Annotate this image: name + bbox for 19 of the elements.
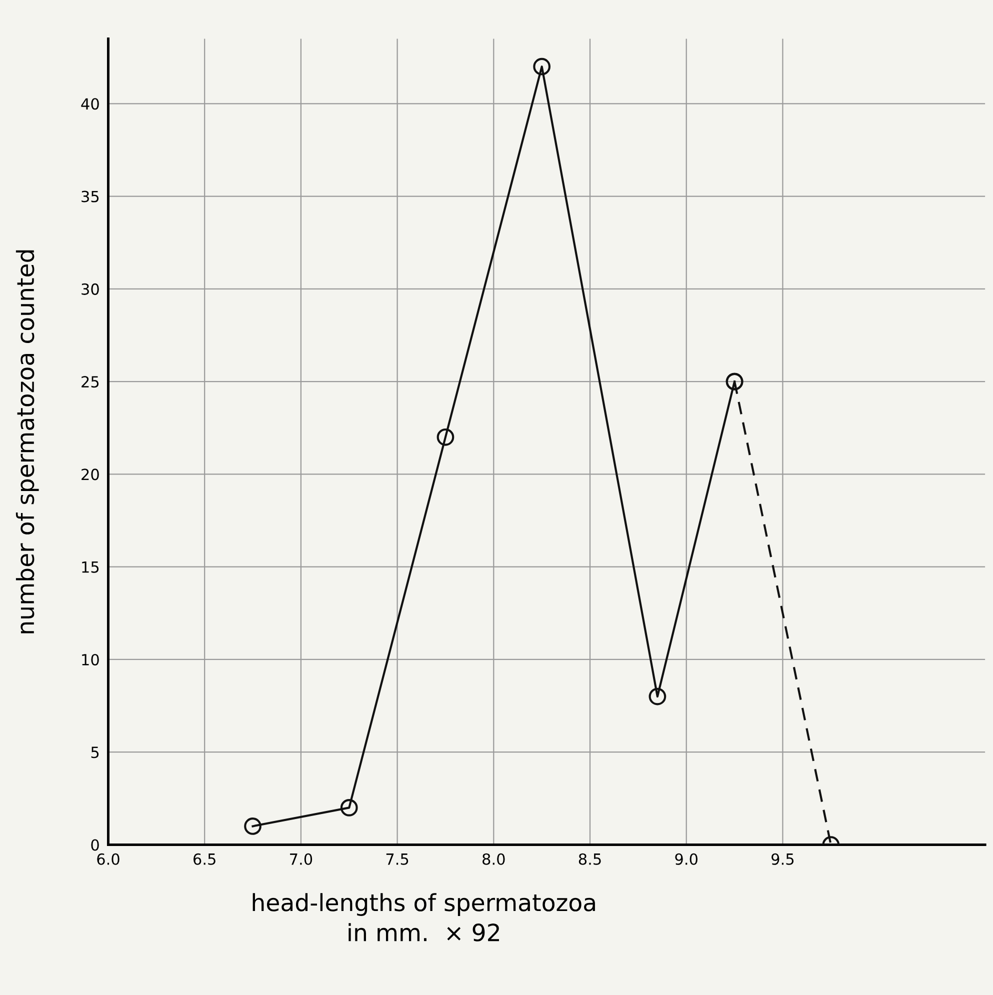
y-tick-label: 35 bbox=[82, 190, 99, 202]
x-tick-label: 6.5 bbox=[194, 853, 216, 865]
x-axis-title: head-lengths of spermatozoa in mm. × 92 bbox=[252, 893, 595, 942]
y-tick-label: 40 bbox=[81, 98, 99, 110]
x-tick-label: 8.0 bbox=[482, 853, 505, 865]
y-tick-label: 0 bbox=[91, 839, 99, 851]
x-tick-label: 7.0 bbox=[290, 853, 312, 865]
x-tick-label: 9.0 bbox=[675, 853, 698, 865]
x-tick-label: 6.0 bbox=[97, 853, 120, 865]
y-tick-label: 30 bbox=[82, 283, 99, 295]
y-tick-label: 5 bbox=[91, 746, 99, 758]
y-tick-label: 20 bbox=[82, 468, 99, 480]
y-tick-label: 25 bbox=[82, 376, 99, 388]
y-tick-label: 10 bbox=[82, 654, 99, 666]
x-tick-label: 9.5 bbox=[772, 853, 794, 865]
x-tick-label: 8.5 bbox=[578, 853, 601, 865]
y-tick-label: 15 bbox=[82, 562, 99, 573]
y-axis-title: number of spermatozoa counted bbox=[16, 250, 39, 634]
x-tick-label: 7.5 bbox=[386, 854, 408, 865]
